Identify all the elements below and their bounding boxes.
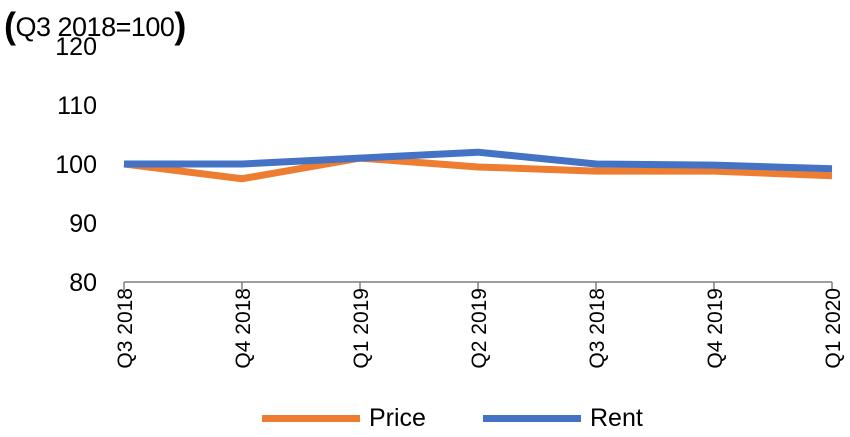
- legend-label-rent: Rent: [590, 404, 643, 432]
- x-tick-label-0: Q3 2018: [114, 288, 137, 369]
- x-tick-label-4: Q3 2018: [586, 288, 609, 369]
- y-tick-label-3: 110: [57, 92, 97, 120]
- series-line-price: [123, 154, 833, 183]
- x-axis: [123, 281, 833, 290]
- y-tick-label-1: 90: [69, 210, 97, 238]
- x-tick-label-3: Q2 2019: [468, 288, 491, 369]
- legend: Price Rent: [0, 399, 850, 437]
- legend-item-rent: Rent: [483, 399, 643, 437]
- legend-swatch-rent: [483, 414, 581, 422]
- legend-label-price: Price: [369, 404, 426, 432]
- unit-label-close-paren: ): [174, 5, 186, 46]
- x-tick-label-6: Q1 2020: [822, 288, 845, 369]
- series-line-rent: [124, 148, 833, 173]
- y-axis-ticks: 80 90 100 110 120: [55, 33, 97, 297]
- x-tick-label-1: Q4 2018: [232, 288, 255, 369]
- legend-item-price: Price: [262, 399, 426, 437]
- unit-label-text: Q3 2018=100: [15, 12, 175, 42]
- x-axis-ticks: Q3 2018 Q4 2018 Q1 2019 Q2 2019 Q3 2018 Q4 20…: [114, 288, 845, 369]
- legend-swatch-price: [262, 414, 360, 422]
- y-tick-label-2: 100: [55, 151, 97, 179]
- series-lines: [123, 148, 833, 183]
- x-tick-label-2: Q1 2019: [350, 288, 373, 369]
- unit-label-open-paren: (: [4, 5, 16, 46]
- unit-label: (Q3 2018=100): [4, 6, 186, 47]
- x-tick-label-5: Q4 2019: [704, 288, 727, 369]
- y-tick-label-4: 120: [55, 33, 97, 61]
- y-tick-label-0: 80: [69, 269, 97, 297]
